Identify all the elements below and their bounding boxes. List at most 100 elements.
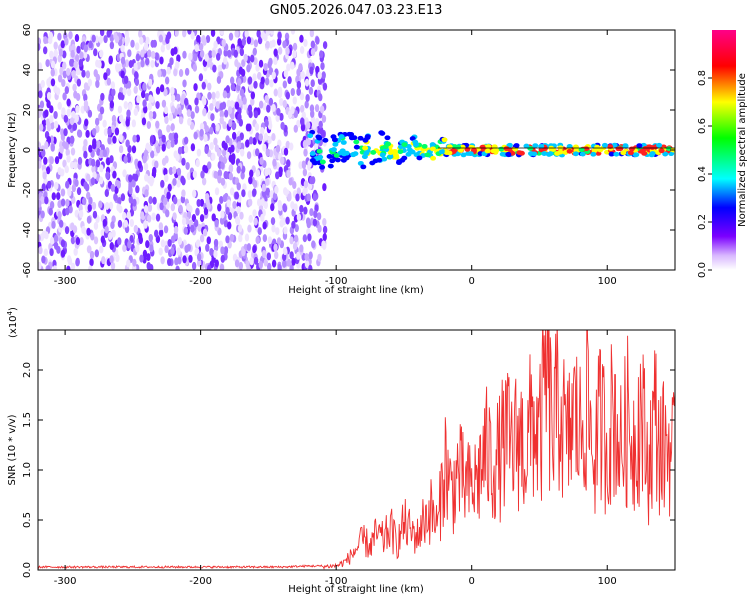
spectrogram-cell bbox=[123, 219, 129, 228]
spectrogram-cell bbox=[253, 217, 258, 226]
spectrogram-cell bbox=[83, 44, 89, 53]
spectrogram-band-cell bbox=[658, 148, 665, 154]
spectrogram-cell bbox=[236, 165, 241, 174]
spectrogram-band-cell bbox=[572, 144, 579, 150]
spectrogram-cell bbox=[161, 134, 166, 143]
spectrogram-cell bbox=[258, 260, 264, 269]
spectrogram-cell bbox=[305, 121, 311, 130]
spectrogram-cell bbox=[312, 218, 318, 227]
spectrogram-cell bbox=[238, 261, 244, 270]
spectrogram-cell bbox=[53, 234, 59, 243]
spectrogram-cell bbox=[176, 93, 181, 102]
spectrogram-cell bbox=[248, 110, 253, 119]
spectrogram-cell bbox=[87, 203, 92, 212]
spectrogram-cell bbox=[127, 240, 132, 249]
spectrogram-band-cell bbox=[547, 151, 554, 157]
spectrogram-cell bbox=[286, 63, 291, 72]
spectrogram-cell bbox=[147, 49, 152, 58]
spectrogram-band-cell bbox=[416, 155, 423, 161]
snr-frame bbox=[37, 329, 676, 571]
spectrogram-cell bbox=[71, 110, 76, 119]
spectrogram-cell bbox=[255, 132, 260, 141]
spectrogram-cell bbox=[42, 46, 48, 55]
spectrogram-cell bbox=[57, 54, 62, 63]
spectrogram-cell bbox=[273, 57, 278, 66]
spectrogram-cell bbox=[248, 136, 254, 145]
spectrogram-cell bbox=[196, 34, 201, 43]
spectrogram-cell bbox=[212, 98, 217, 107]
spectrogram-cell bbox=[262, 102, 267, 111]
spectrogram-cell bbox=[271, 224, 276, 233]
spectrogram-cell bbox=[260, 198, 265, 207]
spectrogram-cell bbox=[92, 210, 98, 219]
spectrogram-cell bbox=[216, 75, 222, 84]
spectrogram-cell bbox=[49, 201, 55, 210]
spectrogram-cell bbox=[163, 197, 168, 206]
spectrogram-cell bbox=[194, 105, 200, 114]
spectrogram-cell bbox=[185, 216, 190, 225]
spectrogram-cell bbox=[182, 255, 187, 264]
spectrogram-cell bbox=[152, 196, 157, 205]
spectrogram-band-cell bbox=[382, 144, 389, 150]
spectrogram-cell bbox=[124, 30, 130, 39]
spectrogram-cell bbox=[74, 114, 79, 123]
spectrogram-cell bbox=[275, 144, 281, 153]
spectrogram-cell bbox=[94, 117, 100, 126]
spectrogram-cell bbox=[277, 46, 283, 55]
spectrogram-cell bbox=[310, 47, 316, 56]
spectrogram-cell bbox=[160, 179, 165, 188]
spectrogram-cell bbox=[304, 100, 309, 109]
spectrogram-cell bbox=[317, 224, 322, 233]
spectrogram-cell bbox=[100, 228, 105, 237]
spectrogram-cell bbox=[99, 30, 105, 37]
spectrogram-cell bbox=[308, 251, 313, 260]
spectrogram-cell bbox=[293, 203, 298, 212]
spectrogram-band-cell bbox=[357, 135, 364, 141]
spectrogram-cell bbox=[135, 53, 141, 62]
spectrogram-cell bbox=[293, 124, 298, 133]
spectrogram-cell bbox=[115, 64, 120, 73]
spectrogram-cell bbox=[86, 227, 91, 236]
spectrogram-cell bbox=[188, 254, 193, 263]
spectrogram-cell bbox=[128, 180, 133, 189]
spectrogram-cell bbox=[187, 117, 192, 126]
spectrogram-band-cell bbox=[429, 142, 436, 147]
spectrogram-cell bbox=[53, 241, 59, 250]
spectrogram-cell bbox=[190, 224, 195, 233]
spectrogram-cell bbox=[143, 220, 148, 229]
spectrogram-cell bbox=[71, 184, 77, 193]
spectrogram-cell bbox=[70, 236, 76, 245]
spectrogram-cell bbox=[238, 234, 243, 243]
spectrogram-cell bbox=[203, 207, 209, 216]
spectrogram-cell bbox=[134, 78, 140, 87]
spectrogram-cell bbox=[201, 81, 206, 90]
spectrogram-cell bbox=[176, 198, 182, 207]
spectrogram-band-cell bbox=[329, 158, 336, 164]
spectrogram-band-cell bbox=[319, 159, 326, 165]
spectrogram-cell bbox=[126, 80, 132, 89]
spectrogram-cell bbox=[82, 197, 87, 206]
spectrogram-cell bbox=[239, 48, 245, 57]
spectrogram-cell bbox=[286, 159, 291, 168]
spectrogram-cell bbox=[44, 196, 49, 205]
x-tick-label: 100 bbox=[598, 276, 617, 287]
spectrogram-cell bbox=[143, 162, 149, 171]
spectrogram-cell bbox=[72, 83, 77, 92]
spectrogram-cell bbox=[312, 193, 318, 202]
spectrogram-cell bbox=[202, 108, 207, 117]
spectrogram-cell bbox=[49, 50, 54, 59]
spectrogram-cell bbox=[273, 48, 278, 57]
spectrogram-cell bbox=[160, 44, 165, 53]
spectrogram-cell bbox=[75, 237, 81, 246]
spectrogram-cell bbox=[306, 193, 311, 202]
spectrogram-band-cell bbox=[590, 151, 597, 157]
spectrogram-cell bbox=[203, 134, 208, 143]
spectrogram-cell bbox=[252, 73, 257, 82]
spectrogram-cell bbox=[131, 145, 137, 154]
spectrogram-cell bbox=[296, 213, 302, 222]
spectrogram-cell bbox=[253, 39, 259, 48]
spectrogram-cell bbox=[198, 73, 204, 82]
spectrogram-cell bbox=[242, 96, 247, 105]
spectrogram-cell bbox=[285, 216, 290, 225]
spectrogram-band-cell bbox=[467, 151, 474, 157]
